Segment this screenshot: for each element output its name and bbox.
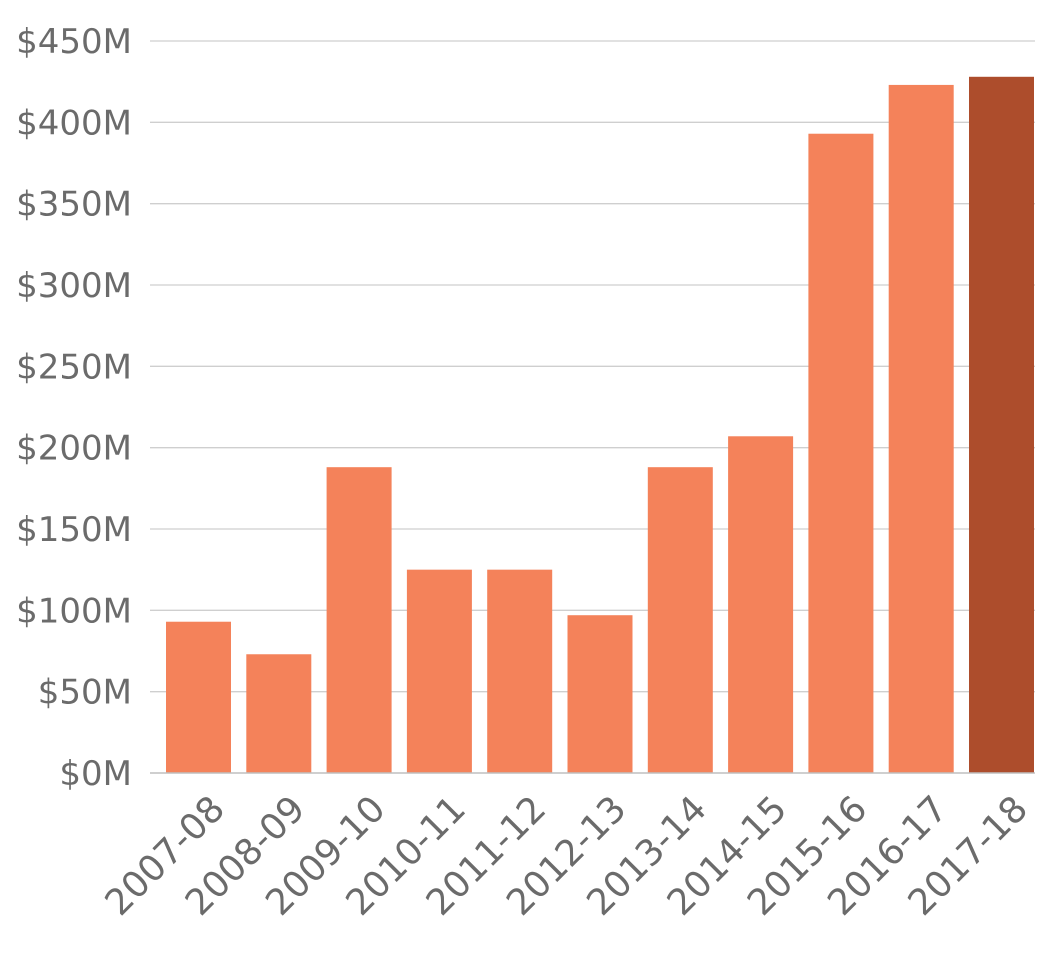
bar-2013-14 [647,467,713,773]
bar-2015-16 [808,133,874,774]
y-axis-tick-labels: $0M $50M $100M $150M $200M $250M $300M $350M $40… [16,22,132,794]
x-axis-category-labels: 2007-082008-092009-102010-112011-122012-… [98,788,1036,923]
bars [166,76,1034,774]
gridlines [150,40,1035,693]
y-tick-label: $50M [38,673,132,713]
bar-2009-10 [326,467,392,773]
y-tick-label: $150M [16,510,132,550]
y-tick-label: $300M [16,266,132,306]
bar-2014-15 [728,436,794,773]
bar-2007-08 [166,621,231,773]
y-tick-label: $450M [16,22,132,62]
bar-2012-13 [567,615,633,773]
y-tick-label: $0M [59,754,132,794]
bar-2011-12 [487,569,553,773]
bar-2017-18 [969,76,1034,773]
bar-2016-17 [888,84,954,774]
y-tick-label: $200M [16,429,132,469]
y-tick-label: $250M [16,347,132,387]
y-tick-label: $100M [16,591,132,631]
y-tick-label: $350M [16,185,132,225]
y-tick-label: $400M [16,103,132,143]
bar-2010-11 [406,569,472,773]
bar-2008-09 [246,654,312,773]
